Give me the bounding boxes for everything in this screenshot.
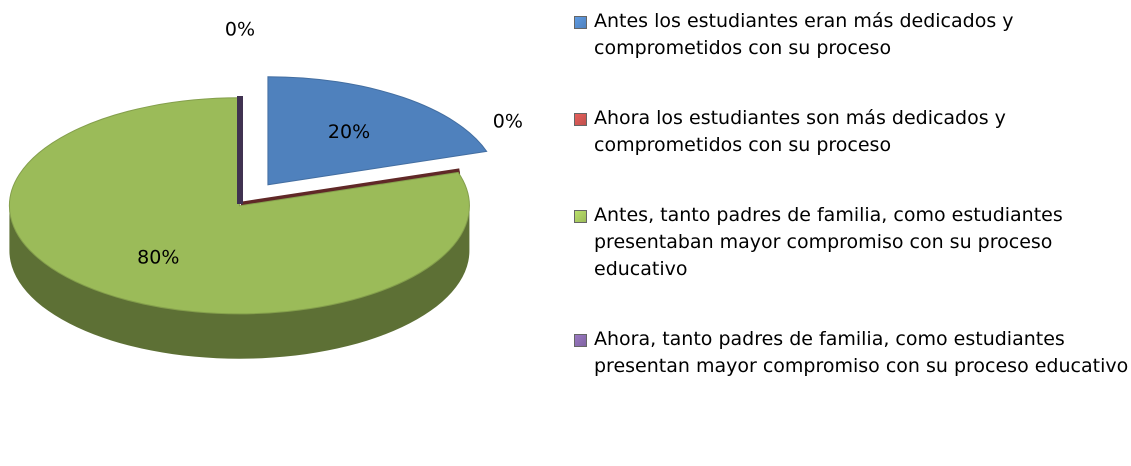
slice	[8, 97, 470, 315]
legend-label: Antes los estudiantes eran más dedicados…	[594, 10, 1014, 59]
data-label: 0%	[493, 110, 523, 132]
legend-item: Ahora, tanto padres de familia, como est…	[568, 326, 1131, 380]
legend-label: Ahora los estudiantes son más dedicados …	[594, 107, 1006, 156]
legend-swatch	[574, 16, 587, 29]
slice	[240, 168, 461, 208]
pie-plot: 20% 0% 80% 0%	[8, 19, 523, 359]
legend-item: Antes, tanto padres de familia, como est…	[568, 202, 1131, 283]
legend-item: Ahora los estudiantes son más dedicados …	[568, 105, 1131, 159]
legend-swatch	[574, 113, 587, 126]
legend-item: Antes los estudiantes eran más dedicados…	[568, 8, 1131, 62]
data-label: 0%	[225, 19, 255, 41]
data-label: 80%	[137, 247, 179, 269]
slice	[267, 76, 488, 186]
legend: Antes los estudiantes eran más dedicados…	[568, 8, 1128, 423]
slice-side	[9, 205, 470, 359]
legend-label: Antes, tanto padres de familia, como est…	[594, 204, 1063, 280]
legend-label: Ahora, tanto padres de familia, como est…	[594, 328, 1129, 377]
data-label: 20%	[328, 121, 370, 143]
legend-swatch	[574, 210, 587, 223]
legend-swatch	[574, 334, 587, 347]
